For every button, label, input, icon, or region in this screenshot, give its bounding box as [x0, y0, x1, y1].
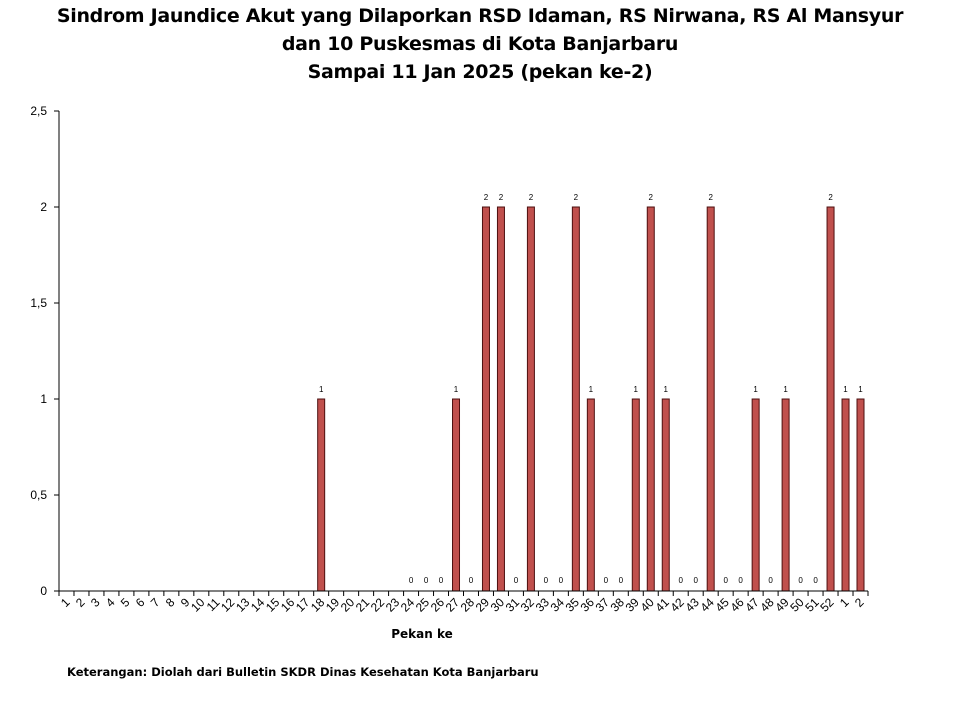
- x-tick-label: 1: [837, 595, 852, 610]
- bar: [571, 206, 580, 592]
- bar: [317, 398, 326, 592]
- x-axis: 1 2 3 4 5 6 7 8 91011121314151617181920212223242…: [58, 590, 869, 615]
- title-line-2: dan 10 Puskesmas di Kota Banjarbaru: [281, 33, 679, 55]
- title-line-1: Sindrom Jaundice Akut yang Dilaporkan RS…: [56, 5, 904, 27]
- data-label: 2: [484, 193, 489, 202]
- data-label: 1: [858, 385, 863, 394]
- data-label: 1: [454, 385, 459, 394]
- x-tick-label: 8: [163, 595, 178, 610]
- y-tick-label: 1,5: [30, 296, 47, 310]
- data-label: 0: [723, 576, 728, 585]
- y-tick-label: 1: [40, 392, 47, 406]
- data-label: 0: [469, 576, 474, 585]
- data-label: 2: [529, 193, 534, 202]
- x-axis-label: Pekan ke: [391, 627, 453, 641]
- chart-title: Sindrom Jaundice Akut yang Dilaporkan RS…: [0, 2, 960, 86]
- data-label: 1: [783, 385, 788, 394]
- y-tick-label: 2: [40, 200, 47, 214]
- y-axis: 0 0,5 1 1,5 2 2,5: [30, 104, 60, 598]
- bar: [496, 206, 505, 592]
- bar: [751, 398, 760, 592]
- data-label: 0: [693, 576, 698, 585]
- data-label: 0: [604, 576, 609, 585]
- data-label: 2: [499, 193, 504, 202]
- data-label: 0: [439, 576, 444, 585]
- x-tick-label: 4: [103, 595, 118, 610]
- bar: [646, 206, 655, 592]
- bar: [781, 398, 790, 592]
- data-label: 0: [679, 576, 684, 585]
- x-tick-label: 2: [852, 595, 867, 610]
- bar: [631, 398, 640, 592]
- data-label: 2: [828, 193, 833, 202]
- x-tick-label: 3: [88, 595, 103, 610]
- x-tick-label: 52: [817, 595, 837, 615]
- data-label: 2: [574, 193, 579, 202]
- data-label: 0: [409, 576, 414, 585]
- y-tick-label: 0,5: [30, 488, 47, 502]
- bar: [856, 398, 865, 592]
- data-label: 1: [843, 385, 848, 394]
- data-label: 0: [768, 576, 773, 585]
- bar: [706, 206, 715, 592]
- bar: [841, 398, 850, 592]
- bar: [481, 206, 490, 592]
- footnote: Keterangan: Diolah dari Bulletin SKDR Di…: [67, 665, 539, 679]
- y-tick-label: 2,5: [30, 104, 47, 118]
- x-tick-label: 1: [58, 595, 73, 610]
- bar: [826, 206, 835, 592]
- data-label: 2: [708, 193, 713, 202]
- data-label: 0: [738, 576, 743, 585]
- x-tick-label: 7: [148, 595, 163, 610]
- bar: [526, 206, 535, 592]
- y-tick-label: 0: [40, 584, 47, 598]
- data-label: 1: [664, 385, 669, 394]
- data-label: 1: [319, 385, 324, 394]
- x-tick-label: 6: [133, 595, 148, 610]
- bar: [661, 398, 670, 592]
- data-label: 0: [798, 576, 803, 585]
- data-label: 0: [544, 576, 549, 585]
- data-label: 1: [753, 385, 758, 394]
- data-label: 2: [649, 193, 654, 202]
- data-label: 0: [813, 576, 818, 585]
- data-label: 1: [634, 385, 639, 394]
- data-label: 0: [619, 576, 624, 585]
- data-label: 0: [514, 576, 519, 585]
- data-label: 0: [559, 576, 564, 585]
- x-tick-label: 5: [118, 595, 133, 610]
- title-line-3: Sampai 11 Jan 2025 (pekan ke-2): [307, 61, 653, 83]
- bar: [452, 398, 461, 592]
- data-label: 1: [589, 385, 594, 394]
- data-label: 0: [424, 576, 429, 585]
- bar: [586, 398, 595, 592]
- x-tick-label: 2: [73, 595, 88, 610]
